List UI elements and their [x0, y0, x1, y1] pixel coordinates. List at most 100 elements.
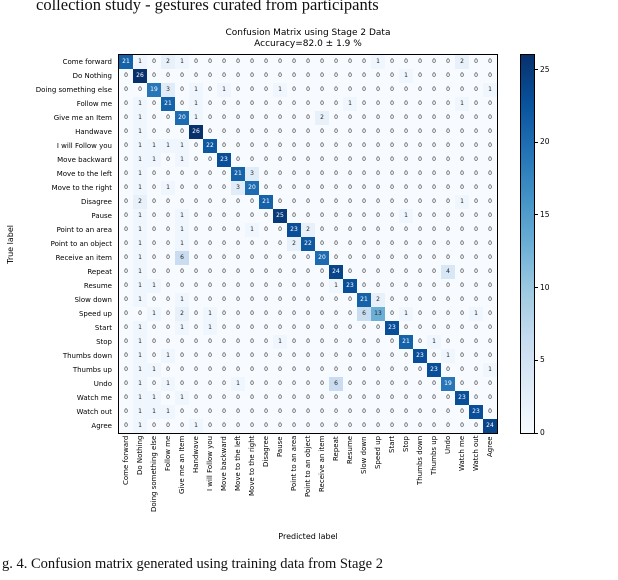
matrix-cell: 0	[455, 111, 469, 125]
col-label: Resume	[346, 436, 354, 465]
matrix-cell: 0	[413, 195, 427, 209]
matrix-cell: 0	[385, 377, 399, 391]
matrix-cell: 1	[133, 293, 147, 307]
col-label: Follow me	[164, 436, 172, 472]
matrix-cell: 0	[413, 181, 427, 195]
matrix-cell: 0	[455, 293, 469, 307]
matrix-cell: 0	[203, 209, 217, 223]
matrix-cell: 0	[413, 321, 427, 335]
matrix-cell: 0	[343, 153, 357, 167]
col-label: Move backward	[220, 436, 228, 491]
matrix-cell: 0	[357, 279, 371, 293]
matrix-cell: 0	[231, 237, 245, 251]
colorbar-ticks: 0 5 10 15 20 25	[535, 54, 565, 437]
matrix-cell: 0	[371, 153, 385, 167]
matrix-cell: 0	[329, 307, 343, 321]
matrix-cell: 3	[161, 83, 175, 97]
matrix-cell: 1	[483, 363, 497, 377]
matrix-cell: 0	[161, 125, 175, 139]
matrix-cell: 0	[385, 69, 399, 83]
matrix-cell: 0	[161, 195, 175, 209]
matrix-cell: 0	[161, 307, 175, 321]
col-label: Undo	[444, 436, 452, 455]
matrix-cell: 0	[147, 181, 161, 195]
matrix-cell: 0	[175, 97, 189, 111]
row-label: Slow down	[74, 296, 112, 304]
matrix-cell: 0	[427, 377, 441, 391]
matrix-cell: 0	[371, 167, 385, 181]
matrix-cell: 0	[203, 279, 217, 293]
matrix-cell: 0	[385, 251, 399, 265]
matrix-cell: 0	[301, 349, 315, 363]
matrix-cell: 0	[175, 363, 189, 377]
matrix-cell: 1	[133, 419, 147, 433]
matrix-cell: 0	[175, 167, 189, 181]
matrix-cell: 0	[203, 97, 217, 111]
matrix-cell: 0	[371, 209, 385, 223]
matrix-cell: 0	[259, 167, 273, 181]
matrix-cell: 0	[259, 125, 273, 139]
matrix-cell: 0	[343, 69, 357, 83]
matrix-cell: 1	[133, 181, 147, 195]
row-label: Give me an Item	[53, 114, 112, 122]
matrix-cell: 0	[483, 391, 497, 405]
matrix-cell: 0	[315, 363, 329, 377]
matrix-cell: 1	[133, 391, 147, 405]
matrix-cell: 0	[469, 167, 483, 181]
matrix-cell: 0	[385, 209, 399, 223]
matrix-cell: 0	[119, 83, 133, 97]
matrix-cell: 1	[175, 391, 189, 405]
matrix-cell: 0	[259, 349, 273, 363]
matrix-cell: 0	[413, 251, 427, 265]
matrix-cell: 0	[189, 153, 203, 167]
matrix-cell: 0	[441, 153, 455, 167]
matrix-cell: 0	[371, 97, 385, 111]
matrix-cell: 0	[385, 125, 399, 139]
matrix-cell: 0	[301, 83, 315, 97]
matrix-cell: 0	[413, 405, 427, 419]
matrix-cell: 20	[245, 181, 259, 195]
matrix-cell: 0	[357, 419, 371, 433]
matrix-cell: 0	[357, 223, 371, 237]
matrix-cell: 0	[273, 349, 287, 363]
matrix-cell: 0	[483, 307, 497, 321]
matrix-cell: 0	[217, 209, 231, 223]
matrix-cell: 0	[245, 279, 259, 293]
matrix-cell: 0	[175, 279, 189, 293]
matrix-cell: 0	[371, 321, 385, 335]
matrix-cell: 1	[161, 181, 175, 195]
matrix-cell: 0	[455, 251, 469, 265]
matrix-cell: 0	[189, 181, 203, 195]
colorbar-tick-label: 25	[535, 65, 550, 74]
matrix-cell: 0	[343, 363, 357, 377]
matrix-cell: 0	[287, 125, 301, 139]
matrix-cell: 0	[399, 167, 413, 181]
matrix-cell: 0	[287, 195, 301, 209]
col-label: Move to the left	[234, 436, 242, 492]
matrix-cell: 0	[287, 139, 301, 153]
matrix-cell: 1	[189, 419, 203, 433]
matrix-cell: 0	[301, 391, 315, 405]
matrix-cell: 1	[161, 139, 175, 153]
x-axis-label: Predicted label	[278, 532, 338, 541]
matrix-cell: 0	[273, 97, 287, 111]
matrix-cell: 0	[189, 251, 203, 265]
matrix-cell: 2	[371, 293, 385, 307]
matrix-cell: 0	[469, 377, 483, 391]
matrix-cell: 0	[329, 335, 343, 349]
matrix-cell: 0	[413, 307, 427, 321]
matrix-cell: 0	[217, 279, 231, 293]
matrix-cell: 0	[441, 223, 455, 237]
matrix-cell: 0	[315, 55, 329, 69]
matrix-cell: 0	[287, 83, 301, 97]
matrix-cell: 0	[245, 405, 259, 419]
matrix-cell: 0	[203, 111, 217, 125]
matrix-cell: 0	[273, 279, 287, 293]
matrix-cell: 0	[161, 293, 175, 307]
matrix-cell: 1	[133, 321, 147, 335]
matrix-cell: 0	[147, 195, 161, 209]
matrix-cell: 0	[399, 251, 413, 265]
colorbar-tick-mark	[535, 141, 538, 143]
matrix-cell: 0	[385, 363, 399, 377]
matrix-cell: 0	[371, 405, 385, 419]
